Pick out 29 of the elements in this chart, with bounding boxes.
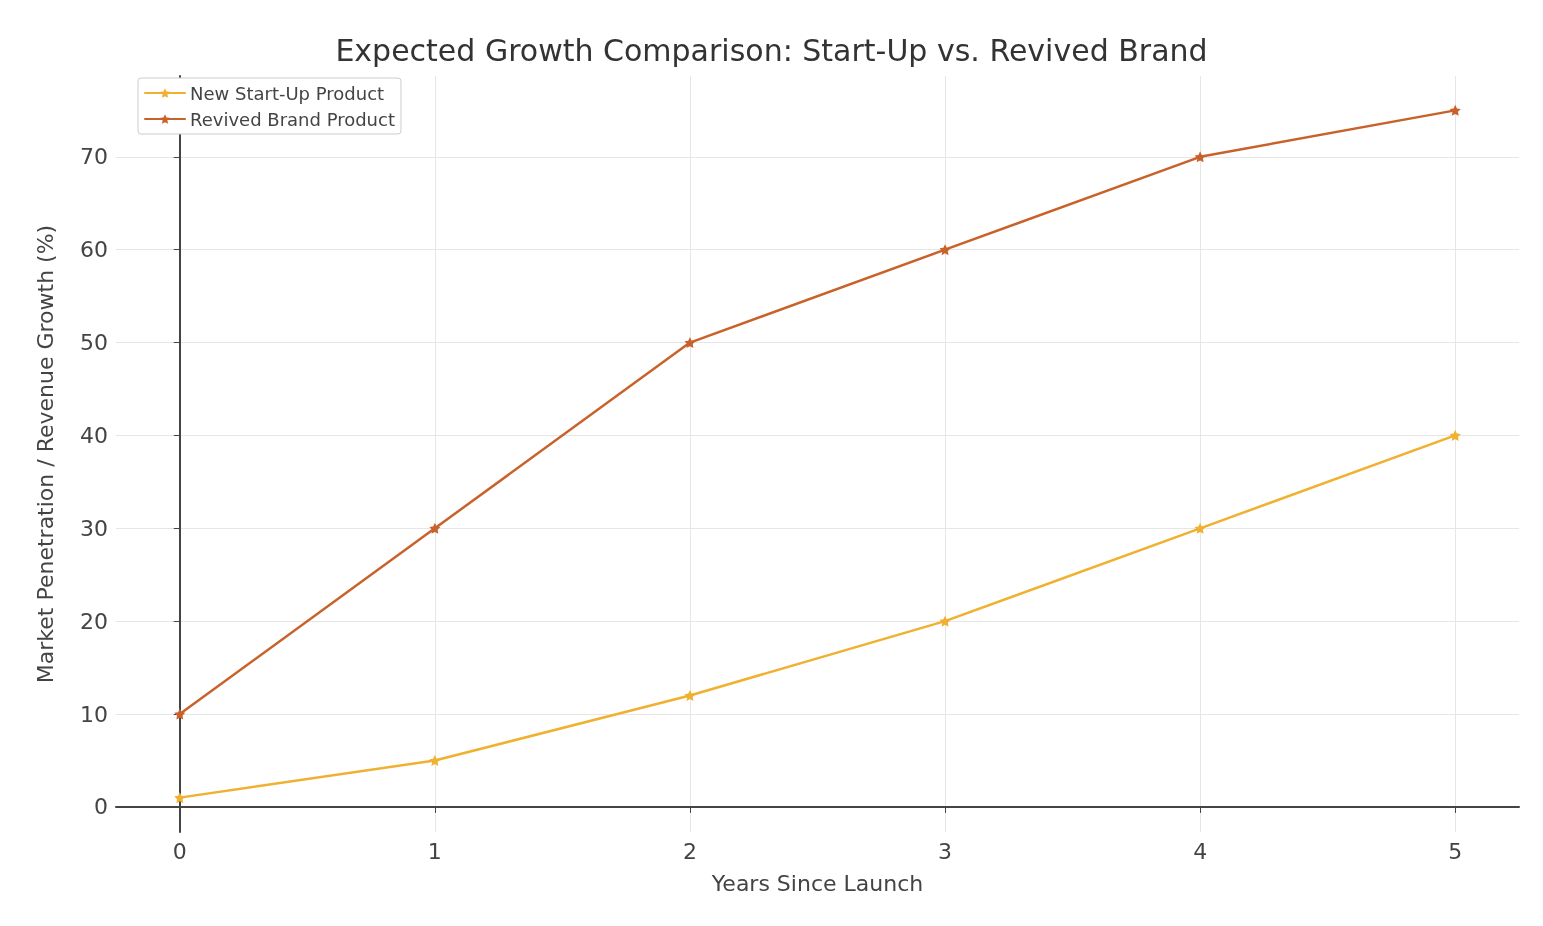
point: [1449, 429, 1461, 441]
point: [429, 754, 441, 766]
y-tick-label: 20: [80, 608, 108, 634]
point: [174, 708, 186, 720]
y-tick-label: 10: [80, 701, 108, 727]
y-tick-label: 50: [80, 330, 108, 356]
chart-title: Expected Growth Comparison: Start-Up vs. Revived Brand: [335, 32, 1208, 68]
point: [939, 615, 951, 627]
y-tick-label: 0: [94, 794, 108, 820]
point: [939, 244, 951, 256]
point: [1449, 104, 1461, 116]
y-tick-label: 30: [80, 515, 108, 541]
x-tick-label: 0: [172, 838, 187, 864]
x-tick-label: 1: [427, 838, 442, 864]
x-tick-label: 2: [682, 838, 697, 864]
legend-label: New Start-Up Product: [190, 82, 385, 104]
x-tick-label: 3: [938, 838, 953, 864]
y-tick-label: 70: [80, 144, 108, 170]
point: [1194, 522, 1206, 534]
x-tick-label: 4: [1193, 838, 1208, 864]
legend-label: Revived Brand Product: [190, 108, 395, 130]
point: [684, 337, 696, 349]
x-tick-label: 5: [1448, 838, 1463, 864]
point: [429, 522, 441, 534]
y-axis-title: Market Penetration / Revenue Growth (%): [32, 224, 58, 684]
x-axis-title: Years Since Launch: [710, 870, 924, 896]
y-tick-label: 40: [80, 422, 108, 448]
y-tick-label: 60: [80, 237, 108, 263]
point: [684, 689, 696, 701]
